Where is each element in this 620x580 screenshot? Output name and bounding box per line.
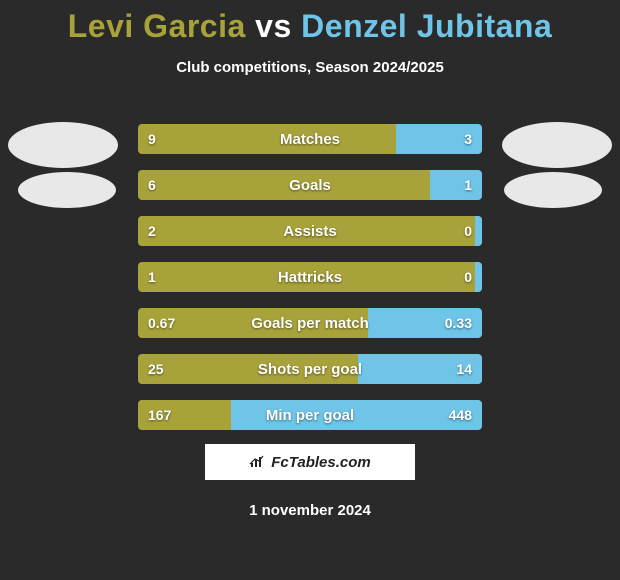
stat-row: 167448Min per goal: [138, 400, 482, 430]
stat-label: Goals per match: [138, 308, 482, 338]
stat-label: Min per goal: [138, 400, 482, 430]
player2-name: Denzel Jubitana: [301, 8, 552, 44]
player2-club-logo-1: [502, 122, 612, 168]
player1-club-logo-2: [18, 172, 116, 208]
player1-club-logo-1: [8, 122, 118, 168]
player1-name: Levi Garcia: [68, 8, 246, 44]
credit-text: FcTables.com: [271, 454, 370, 471]
stat-label: Assists: [138, 216, 482, 246]
stat-label: Goals: [138, 170, 482, 200]
stat-row: 93Matches: [138, 124, 482, 154]
stat-label: Hattricks: [138, 262, 482, 292]
stats-bars: 93Matches 61Goals 20Assists 10Hattricks 0.67…: [138, 124, 482, 446]
player2-club-logo-2: [504, 172, 602, 208]
stat-row: 10Hattricks: [138, 262, 482, 292]
stat-row: 61Goals: [138, 170, 482, 200]
stat-row: 0.670.33Goals per match: [138, 308, 482, 338]
date-text: 1 november 2024: [0, 502, 620, 519]
subtitle: Club competitions, Season 2024/2025: [0, 59, 620, 76]
comparison-title: Levi Garcia vs Denzel Jubitana: [0, 0, 620, 45]
stat-label: Shots per goal: [138, 354, 482, 384]
stat-label: Matches: [138, 124, 482, 154]
stat-row: 20Assists: [138, 216, 482, 246]
credit-badge: FcTables.com: [205, 444, 415, 480]
chart-icon: [249, 455, 265, 469]
vs-text: vs: [255, 8, 292, 44]
stat-row: 2514Shots per goal: [138, 354, 482, 384]
